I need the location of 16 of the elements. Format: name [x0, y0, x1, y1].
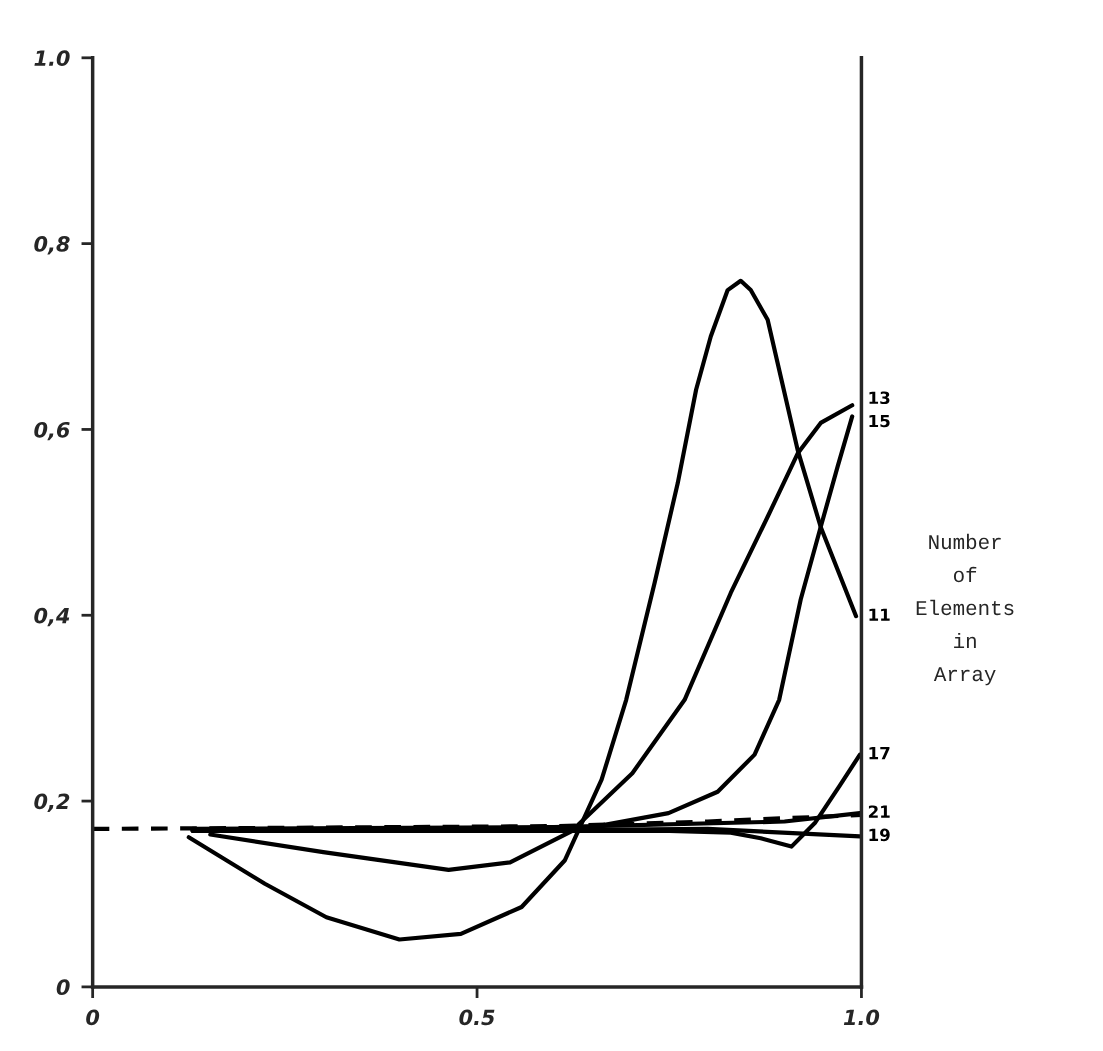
y-tick-label: 0,2 [34, 793, 70, 812]
y-tick-label: 0 [56, 979, 70, 996]
series-label: 19 [869, 828, 890, 842]
x-tick-label: 0 [86, 1009, 100, 1026]
series-label: 11 [869, 608, 890, 621]
y-tick-label: 0,8 [34, 236, 70, 255]
y-tick-label: 0,6 [34, 421, 70, 441]
series-label: 21 [868, 805, 890, 818]
text: Number of Elements in Array [916, 533, 1014, 686]
y-tick-label: 0,4 [34, 607, 70, 627]
series-label: 17 [869, 747, 890, 760]
series-label: 15 [869, 414, 890, 428]
x-tick-label: 1.0 [843, 1009, 880, 1026]
series-label: 13 [869, 391, 890, 405]
y-tick-label: 1.0 [34, 50, 70, 67]
x-tick-label: 0.5 [459, 1009, 495, 1026]
